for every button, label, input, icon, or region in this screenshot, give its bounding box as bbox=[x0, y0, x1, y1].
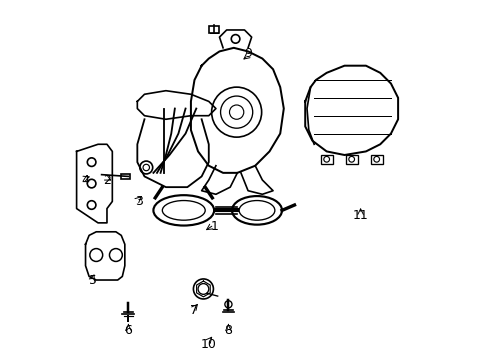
Bar bbox=[320, 155, 332, 164]
Text: 1: 1 bbox=[210, 220, 218, 233]
Bar bbox=[208, 26, 219, 33]
Text: 10: 10 bbox=[201, 338, 216, 351]
Bar bbox=[370, 155, 382, 164]
Text: 6: 6 bbox=[124, 324, 132, 337]
Text: 7: 7 bbox=[190, 304, 198, 317]
Bar bbox=[345, 155, 357, 164]
Text: 9: 9 bbox=[244, 47, 251, 60]
Text: 3: 3 bbox=[135, 195, 143, 208]
Bar bbox=[121, 174, 130, 179]
Text: 5: 5 bbox=[88, 274, 97, 287]
Text: 11: 11 bbox=[352, 209, 368, 222]
Text: 8: 8 bbox=[224, 324, 232, 337]
Text: 4: 4 bbox=[81, 174, 89, 186]
Text: 2: 2 bbox=[103, 174, 111, 186]
